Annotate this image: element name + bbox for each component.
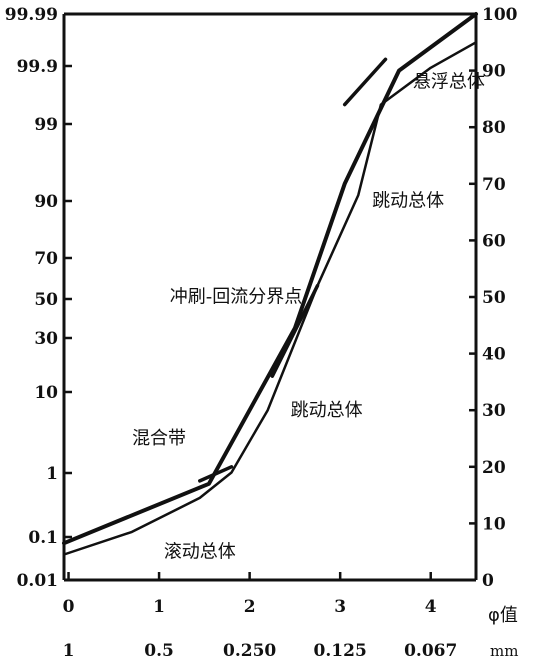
x-tick-label: 1: [153, 597, 165, 617]
x-tick-label: 0: [63, 597, 75, 617]
right-tick-label: 30: [482, 401, 506, 421]
plot-frame: [62, 12, 478, 582]
right-tick-label: 100: [482, 5, 518, 25]
annotation-label: 跳动总体: [291, 400, 363, 421]
right-tick-label: 20: [482, 458, 506, 478]
mm-axis-ticks: 1 0.5 0.250 0.125 0.067: [63, 641, 458, 661]
left-tick-label: 50: [34, 290, 58, 310]
data-series: [62, 12, 478, 556]
x-tick-label: 2: [244, 597, 256, 617]
mm-tick-label: 0.067: [404, 641, 457, 661]
right-tick-label: 80: [482, 118, 506, 138]
annotation-label: 滚动总体: [164, 541, 236, 562]
annotation-label: 混合带: [132, 428, 186, 449]
series-line-segment: [198, 465, 234, 483]
mm-unit-label: mm: [490, 642, 518, 660]
right-tick-label: 60: [482, 231, 506, 251]
annotation-label: 跳动总体: [372, 190, 444, 211]
left-tick-label: 1: [46, 464, 58, 484]
x-tick-label: 4: [425, 597, 437, 617]
left-axis-ticks: 99.99 99.9 99 90 70 50 30 10 1 0.1 0.01: [5, 5, 72, 591]
right-tick-label: 10: [482, 514, 506, 534]
left-tick-label: 10: [34, 383, 58, 403]
left-tick-label: 70: [34, 249, 58, 269]
x-axis-ticks: 0 1 2 3 4: [63, 572, 437, 617]
series-line-thin: [62, 41, 478, 556]
series-line-segment: [270, 283, 320, 378]
series-line-segment: [342, 57, 388, 107]
annotation-label: 悬浮总体: [413, 72, 485, 93]
right-tick-label: 0: [482, 571, 494, 591]
annotation-label: 冲刷-回流分界点: [170, 287, 303, 308]
left-tick-label: 90: [34, 192, 58, 212]
x-axis-label: φ值: [488, 605, 518, 626]
left-tick-label: 99.9: [17, 57, 58, 77]
mm-tick-label: 1: [63, 641, 75, 661]
right-axis-ticks: 0 10 20 30 40 50 60 70 80 90 100: [469, 5, 518, 591]
left-tick-label: 99: [34, 115, 58, 135]
series-line-thick: [62, 12, 478, 546]
left-tick-label: 0.01: [17, 571, 58, 591]
mm-tick-label: 0.125: [314, 641, 367, 661]
x-tick-label: 3: [334, 597, 346, 617]
mm-tick-label: 0.5: [144, 641, 174, 661]
left-tick-label: 99.99: [5, 5, 58, 25]
right-tick-label: 70: [482, 175, 506, 195]
left-tick-label: 30: [34, 329, 58, 349]
right-tick-label: 50: [482, 288, 506, 308]
right-tick-label: 90: [482, 62, 506, 82]
right-tick-label: 40: [482, 345, 506, 365]
left-tick-label: 0.1: [28, 528, 58, 548]
mm-tick-label: 0.250: [223, 641, 276, 661]
